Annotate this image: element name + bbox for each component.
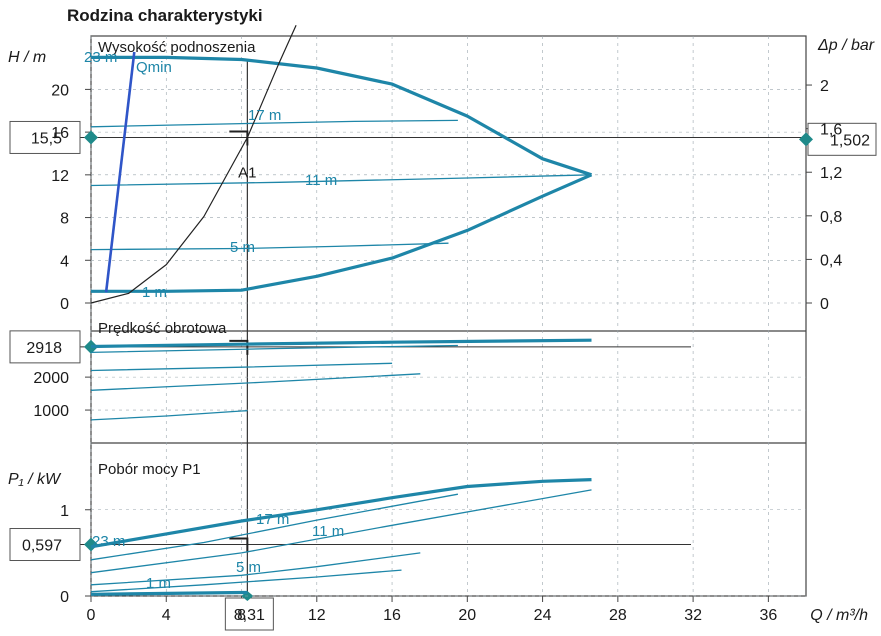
y-tick-label: 20 xyxy=(51,82,69,99)
series-label: 1 m xyxy=(142,284,167,301)
y-axis-label: H / m xyxy=(8,49,46,66)
grid-layer xyxy=(9,35,877,631)
series-line-head-0 xyxy=(91,55,592,177)
series-line-speed-0 xyxy=(90,338,592,349)
series-line-speed-1 xyxy=(90,344,458,354)
series-line-power-2 xyxy=(90,489,592,574)
series-line-power-1 xyxy=(90,493,459,561)
series-line-power-0 xyxy=(90,478,592,549)
right-tick-label: 1,6 xyxy=(820,122,842,139)
y-tick-label: 4 xyxy=(60,253,69,270)
y-tick-label: 2000 xyxy=(33,370,69,387)
right-tick-label: 0,8 xyxy=(820,209,842,226)
series-label: 11 m xyxy=(305,172,337,189)
left-value-box xyxy=(9,330,81,364)
x-tick-label: 28 xyxy=(609,607,627,624)
y-tick-label: 1 xyxy=(60,503,69,520)
x-axis-label: Q / m³/h xyxy=(810,607,868,624)
left-marker-diamond xyxy=(84,537,98,552)
series-line-head-1 xyxy=(90,119,458,128)
series-line-speed-3 xyxy=(90,373,421,391)
y-tick-label: 0 xyxy=(60,296,69,313)
series-label: 17 m xyxy=(248,107,281,124)
series-line-power-5 xyxy=(90,569,402,593)
x-tick-label: 20 xyxy=(458,607,476,624)
operating-point-label: A1 xyxy=(238,164,256,181)
right-tick-label: 0 xyxy=(820,296,829,313)
x-tick-label: 32 xyxy=(684,607,702,624)
x-tick-label: 0 xyxy=(87,607,96,624)
x-tick-label: 12 xyxy=(308,607,326,624)
series-line-head-4 xyxy=(91,173,593,293)
series-line-head-3 xyxy=(90,242,449,251)
operating-point-corner xyxy=(229,130,249,146)
operating-point-corner xyxy=(229,537,249,553)
left-value-label: 2918 xyxy=(26,340,62,357)
panel-title: Wysokość podnoszenia xyxy=(98,39,256,56)
labels-layer: 0 4 8 12 16 20 24 28 32 36 Q / m³/h8,31048121620Wy… xyxy=(8,37,875,624)
series-label: 5 m xyxy=(236,559,261,576)
right-tick-label: 1,2 xyxy=(820,165,842,182)
series-label: 23 m xyxy=(84,49,117,66)
operating-point-corner xyxy=(229,339,249,355)
y-tick-label: 16 xyxy=(51,125,69,142)
series-line-head-5 xyxy=(104,51,136,293)
left-value-box xyxy=(9,528,81,562)
series-label: 17 m xyxy=(256,511,289,528)
series-label: 23 m xyxy=(92,533,125,550)
y-tick-label: 1000 xyxy=(33,403,69,420)
left-value-label: 0,597 xyxy=(22,538,62,555)
x-tick-label: 36 xyxy=(759,607,777,624)
right-marker-diamond xyxy=(799,132,813,147)
series-line-speed-4 xyxy=(90,410,248,421)
x-tick-label: 24 xyxy=(534,607,552,624)
right-value-label: 1,502 xyxy=(830,132,870,149)
panel-title: Prędkość obrotowa xyxy=(98,320,227,337)
right-tick-label: 2 xyxy=(820,78,829,95)
x-tick-label: 8 xyxy=(237,607,246,624)
series-line-speed-2 xyxy=(90,362,393,372)
series-label: 5 m xyxy=(230,239,255,256)
series-line-head-2 xyxy=(90,174,592,187)
y-axis-label: P₁ / kW xyxy=(8,471,62,488)
x-tick-label: 4 xyxy=(162,607,171,624)
series-line-power-3 xyxy=(90,552,421,586)
series-label: 1 m xyxy=(146,575,171,592)
left-value-box xyxy=(9,120,81,154)
series-line-head-6 xyxy=(90,25,297,304)
y-tick-label: 12 xyxy=(51,168,69,185)
qmin-label: Qmin xyxy=(136,59,172,76)
series-line-power-4 xyxy=(90,590,248,596)
curves-layer xyxy=(90,25,593,596)
x-tick-label: 16 xyxy=(383,607,401,624)
left-value-label: 15,5 xyxy=(31,130,62,147)
y-tick-label: 8 xyxy=(60,211,69,228)
panel-title: Pobór mocy P1 xyxy=(98,461,201,478)
q-value-label: 8,31 xyxy=(234,607,265,624)
right-tick-label: 0,4 xyxy=(820,252,842,269)
left-marker-diamond xyxy=(84,339,98,354)
chart-title: Rodzina charakterystyki xyxy=(67,6,263,25)
right-axis-label: Δp / bar xyxy=(817,37,875,54)
left-marker-diamond xyxy=(84,130,98,145)
y-tick-label: 0 xyxy=(60,589,69,606)
series-label: 11 m xyxy=(312,523,344,540)
